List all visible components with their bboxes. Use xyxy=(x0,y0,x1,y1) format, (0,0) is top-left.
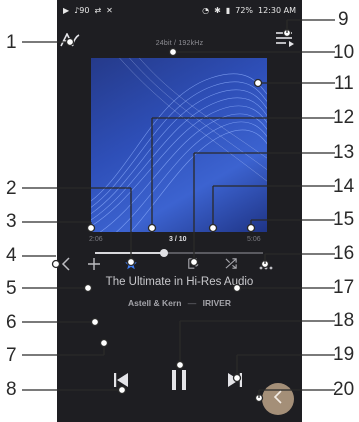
chevron-left-icon xyxy=(61,256,71,276)
repeat-button[interactable] xyxy=(181,255,203,277)
status-bar: ▶ ♪90 ⇄ ✕ ◔ ✱ ▮ 72% 12:30 AM xyxy=(57,0,302,20)
callout-15: 15 xyxy=(333,209,355,230)
callout-5: 5 xyxy=(6,278,17,299)
elapsed-time: 2:06 xyxy=(89,236,103,243)
star-icon xyxy=(124,257,138,276)
track-title: The Ultimate in Hi-Res Audio xyxy=(105,276,254,288)
volume-icon: ♪ xyxy=(74,5,80,15)
callout-8: 8 xyxy=(6,379,17,400)
play-status-icon: ▶ xyxy=(63,5,70,15)
callout-2: 2 xyxy=(6,178,17,199)
audio-format-label: 24bit / 192kHz xyxy=(155,40,204,47)
callout-20: 20 xyxy=(333,379,355,400)
back-button[interactable] xyxy=(262,383,294,415)
volume-indicator: ♪90 xyxy=(74,6,89,15)
callout-9: 9 xyxy=(338,9,349,30)
skip-previous-icon xyxy=(112,371,130,394)
repeat-status-icon: ⇄ xyxy=(94,5,102,15)
total-time: 5:06 xyxy=(247,236,261,243)
artist-name[interactable]: Astell & Kern xyxy=(128,298,182,308)
add-to-playlist-button[interactable] xyxy=(83,255,105,277)
battery-icon: ▮ xyxy=(225,5,231,15)
callout-11: 11 xyxy=(334,73,354,94)
top-bar xyxy=(57,24,302,54)
callout-13: 13 xyxy=(333,142,355,163)
volume-value: 90 xyxy=(79,5,90,15)
more-options-button[interactable] xyxy=(255,255,277,277)
skip-next-icon xyxy=(226,371,244,394)
repeat-icon xyxy=(186,257,199,275)
callout-16: 16 xyxy=(333,243,355,264)
bluetooth-icon: ✱ xyxy=(214,5,221,15)
more-dots-icon xyxy=(259,257,273,275)
callout-1: 1 xyxy=(6,32,17,53)
callout-12: 12 xyxy=(333,107,355,128)
clock: 12:30 AM xyxy=(258,5,296,15)
battery-level: 72% xyxy=(235,5,254,15)
progress-fill xyxy=(95,252,164,254)
callout-4: 4 xyxy=(6,245,17,266)
shuffle-status-icon: ✕ xyxy=(106,5,113,15)
progress-knob[interactable] xyxy=(159,249,168,257)
pause-button[interactable] xyxy=(162,364,196,400)
callout-7: 7 xyxy=(6,345,17,366)
album-name[interactable]: IRIVER xyxy=(202,298,231,308)
player-screen: ▶ ♪90 ⇄ ✕ ◔ ✱ ▮ 72% 12:30 AM xyxy=(57,0,302,422)
prev-page-button[interactable] xyxy=(57,255,77,277)
next-button[interactable] xyxy=(218,364,252,400)
callout-3: 3 xyxy=(6,211,17,232)
callout-18: 18 xyxy=(333,310,355,331)
album-art-waves xyxy=(91,58,267,232)
back-chevron-icon xyxy=(273,389,283,409)
pause-icon xyxy=(169,369,189,396)
previous-button[interactable] xyxy=(104,364,138,400)
progress-bar[interactable] xyxy=(95,249,263,257)
shuffle-button[interactable] xyxy=(220,255,242,277)
callout-19: 19 xyxy=(333,344,355,365)
track-position: 3 / 10 xyxy=(169,236,187,243)
favorite-button[interactable] xyxy=(120,255,142,277)
shuffle-icon xyxy=(225,257,238,275)
artist-album-line: Astell & Kern — IRIVER xyxy=(57,298,302,308)
callout-17: 17 xyxy=(333,277,355,298)
album-art[interactable] xyxy=(91,58,267,232)
wifi-icon: ◔ xyxy=(202,5,210,15)
separator: — xyxy=(187,298,197,308)
callout-10: 10 xyxy=(333,42,355,63)
callout-14: 14 xyxy=(333,176,355,197)
callout-6: 6 xyxy=(6,312,17,333)
plus-icon xyxy=(88,257,100,275)
